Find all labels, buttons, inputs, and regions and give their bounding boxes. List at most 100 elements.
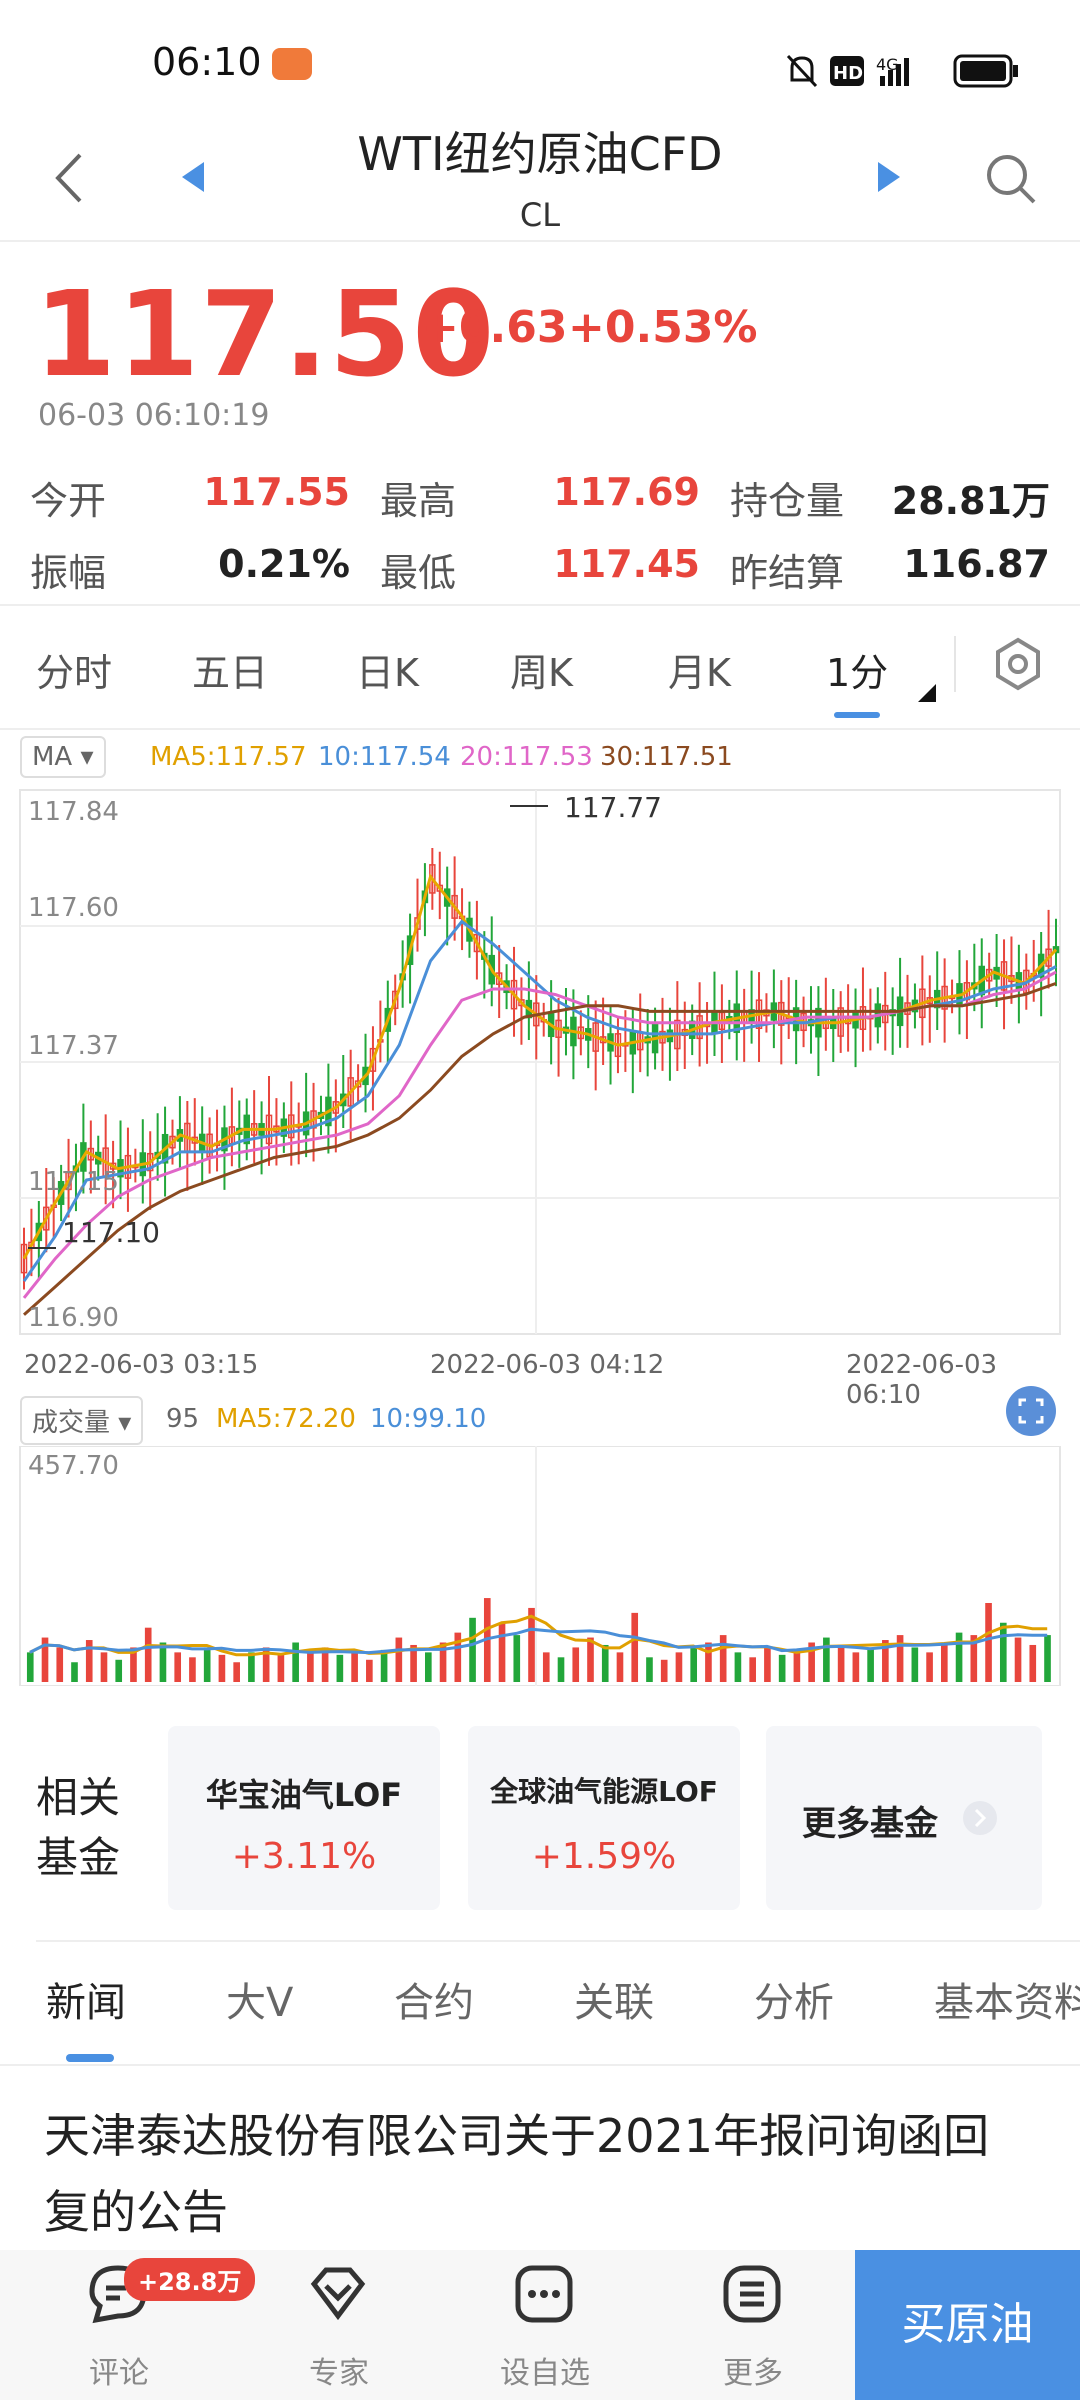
volume-bar <box>233 1662 240 1682</box>
ma-line-MA5 <box>22 873 1058 1260</box>
volume-bar <box>321 1647 329 1682</box>
stat-value: 117.55 <box>203 470 350 514</box>
tab-related[interactable]: 关联 <box>574 1980 654 2026</box>
volume-bar <box>793 1649 801 1682</box>
low-annotation: 117.10 <box>62 1216 160 1249</box>
nav-label-add-watch[interactable]: 设自选 <box>500 2356 590 2391</box>
price-change-pct: +0.53% <box>568 302 758 353</box>
related-funds-label: 相关 基金 <box>36 1773 121 1882</box>
tab-intraday[interactable]: 分时 <box>36 651 113 695</box>
more-funds-button[interactable]: 更多基金 <box>766 1726 1042 1910</box>
candle-body <box>436 884 444 892</box>
tab-daily-k[interactable]: 日K <box>356 651 419 695</box>
add-watch-icon[interactable] <box>512 2262 576 2326</box>
ma-line-20 <box>22 970 1057 1299</box>
mute-bell-icon <box>786 54 818 88</box>
tab-weekly-k[interactable]: 周K <box>510 651 573 695</box>
price-chart[interactable]: 117.84 117.60 117.37 117.15 116.90 117.7… <box>0 780 1080 1340</box>
volume-bar <box>218 1654 226 1682</box>
svg-text:HD: HD <box>833 63 863 84</box>
volume-bar <box>1014 1637 1022 1682</box>
tab-news[interactable]: 新闻 <box>46 1980 126 2026</box>
volume-bar <box>513 1635 521 1682</box>
fullscreen-icon[interactable] <box>1004 1384 1058 1438</box>
next-instrument-icon[interactable] <box>874 160 904 194</box>
indicator-dropdown[interactable]: MA ▾ <box>20 736 106 778</box>
fund-change: +1.59% <box>531 1836 677 1877</box>
page-title: WTI纽约原油CFD <box>357 127 723 181</box>
dropdown-corner-icon <box>918 684 936 702</box>
volume-bar <box>395 1637 403 1682</box>
expert-icon[interactable] <box>306 2262 370 2326</box>
candle-body <box>495 972 503 986</box>
volume-bar <box>837 1644 845 1682</box>
volume-bar <box>144 1627 152 1682</box>
stat-label: 持仓量 <box>730 479 845 523</box>
tab-contract[interactable]: 合约 <box>394 1980 474 2026</box>
nav-label-comment[interactable]: 评论 <box>89 2356 149 2391</box>
status-bar: 06:10 HD 4G <box>0 0 1080 130</box>
volume-bar <box>115 1659 123 1682</box>
volume-bar <box>985 1602 992 1682</box>
volume-bar <box>366 1659 373 1682</box>
volume-bar <box>970 1635 978 1682</box>
y-tick-label: 117.84 <box>28 797 119 827</box>
volume-bar <box>719 1635 727 1682</box>
volume-bar <box>277 1654 285 1682</box>
volume-bar <box>941 1642 948 1682</box>
volume-bar <box>557 1657 565 1682</box>
candle-body <box>354 1080 362 1088</box>
price-change: +0.63 <box>422 302 568 353</box>
candle-body <box>43 1206 50 1231</box>
volume-indicator-dropdown[interactable]: 成交量 ▾ <box>20 1396 144 1445</box>
volume-ma-line <box>29 1627 1048 1655</box>
buy-button[interactable]: 买原油 <box>855 2250 1080 2400</box>
stat-label: 昨结算 <box>730 551 845 595</box>
search-icon[interactable] <box>982 150 1042 210</box>
volume-bar <box>705 1642 712 1682</box>
volume-bar <box>528 1607 535 1682</box>
volume-bar <box>248 1652 255 1682</box>
tab-basic-info[interactable]: 基本资料 <box>934 1980 1080 2026</box>
volume-bar <box>587 1637 594 1682</box>
news-headline[interactable]: 天津泰达股份有限公司关于2021年报问询函回复的公告 <box>44 2109 990 2239</box>
legend-ma30: 30:117.51 <box>600 742 733 772</box>
ma-line-10 <box>22 919 1057 1282</box>
tab-1min[interactable]: 1分 <box>826 651 889 695</box>
more-icon[interactable] <box>720 2262 784 2326</box>
tab-analysis[interactable]: 分析 <box>754 1980 834 2026</box>
volume-bar <box>646 1657 653 1682</box>
volume-bar <box>601 1644 609 1682</box>
volume-bar <box>867 1647 874 1682</box>
stat-value: 0.21% <box>218 542 350 586</box>
volume-chart[interactable]: 457.70 <box>0 1446 1080 1686</box>
volume-bar <box>999 1622 1007 1682</box>
volume-bar <box>808 1642 815 1682</box>
last-price: 117.50 <box>34 265 496 403</box>
candle-body <box>65 1171 72 1191</box>
volume-ma10: 10:99.10 <box>370 1404 487 1434</box>
candle-body <box>510 979 518 1010</box>
prev-instrument-icon[interactable] <box>178 160 208 194</box>
ma-line-30 <box>22 981 1057 1316</box>
nav-label-more[interactable]: 更多 <box>723 2356 783 2391</box>
chevron-right-icon <box>963 1801 997 1835</box>
volume-bar <box>749 1657 756 1682</box>
volume-bar <box>174 1652 182 1682</box>
fund-card[interactable]: 全球油气能源LOF +1.59% <box>468 1726 740 1910</box>
tab-monthly-k[interactable]: 月K <box>668 651 731 695</box>
tab-five-day[interactable]: 五日 <box>192 651 269 695</box>
status-time: 06:10 <box>152 40 262 84</box>
legend-ma20: 20:117.53 <box>460 742 593 772</box>
volume-bar <box>882 1640 889 1682</box>
comment-badge: +28.8万 <box>124 2258 256 2301</box>
nav-label-expert[interactable]: 专家 <box>309 2356 369 2391</box>
back-icon[interactable] <box>50 150 90 210</box>
volume-bar <box>351 1652 358 1682</box>
tab-big-v[interactable]: 大V <box>226 1980 294 2026</box>
y-tick-label: 117.15 <box>28 1167 119 1197</box>
period-tab-bar <box>0 604 1080 730</box>
fund-card[interactable]: 华宝油气LOF +3.11% <box>168 1726 440 1910</box>
status-icons: HD 4G <box>786 54 1018 88</box>
chart-settings-icon[interactable] <box>990 636 1046 692</box>
